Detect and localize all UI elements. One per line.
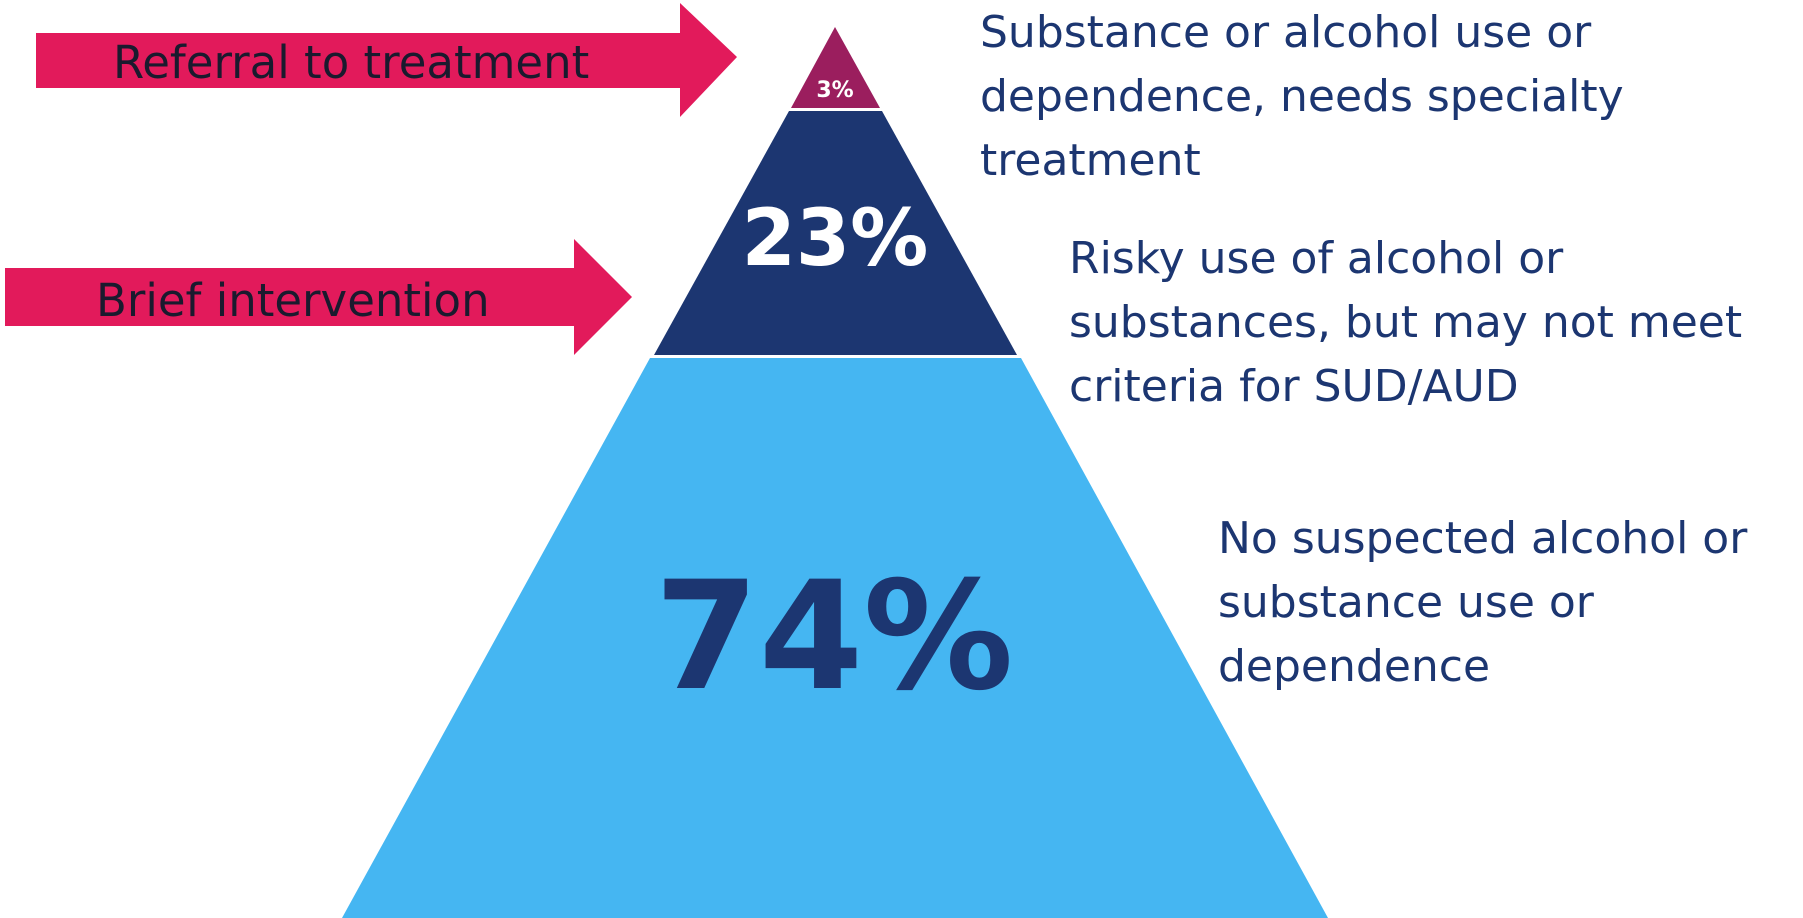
tier-bottom-percent: 74%: [654, 550, 1013, 724]
tier-middle-description: Risky use of alcohol or substances, but …: [1069, 233, 1756, 412]
tier-top-description-line: dependence, needs specialty: [980, 71, 1624, 122]
referral-arrow-label: Referral to treatment: [113, 36, 589, 89]
tier-bottom-description-line: substance use or: [1218, 577, 1595, 628]
tier-middle-percent: 23%: [742, 194, 929, 284]
pyramid-tier-middle: [654, 111, 1017, 355]
referral-arrow: [36, 3, 737, 117]
tier-middle-description-line: substances, but may not meet: [1069, 297, 1742, 348]
tier-middle-description-line: criteria for SUD/AUD: [1069, 361, 1519, 412]
tier-top-description-line: Substance or alcohol use or: [980, 7, 1592, 58]
pyramid-tier-bottom: [342, 358, 1328, 918]
brief-intervention-arrow: [5, 239, 632, 355]
tier-bottom-description-line: No suspected alcohol or: [1218, 513, 1748, 564]
tier-bottom-description-line: dependence: [1218, 641, 1490, 692]
brief-intervention-arrow-label: Brief intervention: [96, 274, 490, 327]
tier-top-description: Substance or alcohol use or dependence, …: [980, 7, 1638, 186]
tier-middle-description-line: Risky use of alcohol or: [1069, 233, 1564, 284]
pyramid-tier-top: [791, 27, 880, 108]
tier-bottom-description: No suspected alcohol or substance use or…: [1218, 513, 1761, 692]
tier-top-description-line: treatment: [980, 135, 1201, 186]
tier-top-percent: 3%: [816, 78, 853, 103]
